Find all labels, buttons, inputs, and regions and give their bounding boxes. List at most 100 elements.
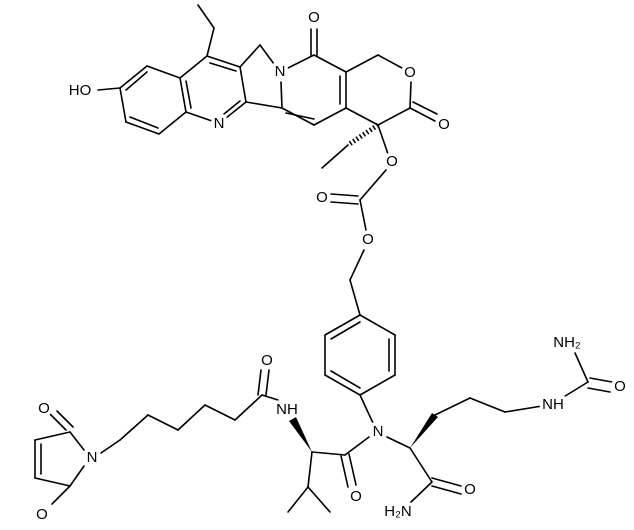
bond <box>345 54 379 73</box>
bond <box>179 77 187 113</box>
bond <box>49 413 67 431</box>
bond <box>504 405 543 413</box>
bond <box>386 436 411 449</box>
bond <box>434 397 471 416</box>
bond <box>330 201 359 205</box>
bond <box>409 481 433 504</box>
bond <box>69 431 85 451</box>
bond <box>359 314 396 336</box>
atom-label: N <box>373 423 384 440</box>
bond <box>359 169 387 201</box>
bond <box>324 374 361 396</box>
bond <box>280 81 283 109</box>
bond <box>223 100 241 115</box>
bond <box>431 477 462 487</box>
atom-label: H₂N <box>384 503 412 520</box>
bond <box>349 249 365 281</box>
atom-label: O <box>36 506 48 523</box>
bond <box>261 394 279 401</box>
bond <box>409 447 433 483</box>
bond <box>285 112 315 120</box>
bond <box>287 54 315 69</box>
bond <box>146 65 181 79</box>
bond <box>359 394 374 424</box>
bond <box>239 44 261 68</box>
bond <box>587 387 611 393</box>
bond <box>307 486 331 513</box>
atom-label: O <box>316 189 328 206</box>
bond <box>51 485 71 505</box>
atom-label: NH <box>542 396 564 413</box>
atom-label: O <box>438 116 450 133</box>
bond <box>469 397 506 413</box>
bond <box>574 352 589 383</box>
atom-label: O <box>614 378 626 395</box>
atom-label: NH <box>276 401 298 418</box>
atom-label: NH₂ <box>553 334 581 351</box>
atom-label: N <box>275 63 286 80</box>
bond <box>179 55 208 79</box>
bond <box>259 44 275 65</box>
bond <box>69 465 85 487</box>
atom-label: O <box>404 64 416 81</box>
bond <box>34 431 71 441</box>
bond <box>377 107 411 126</box>
bond <box>245 101 283 109</box>
bond <box>589 377 613 383</box>
bond <box>158 111 187 135</box>
bond <box>239 66 247 103</box>
atom-label: O <box>308 9 320 26</box>
bond <box>377 124 389 155</box>
bond <box>377 54 403 69</box>
bond <box>206 55 241 68</box>
bond <box>56 410 74 428</box>
bond <box>330 370 361 389</box>
bond <box>409 107 436 122</box>
atom-label: O <box>38 400 50 417</box>
atom-label: O <box>350 488 362 505</box>
bond <box>321 144 349 169</box>
bond <box>409 81 412 109</box>
wedge-bond <box>289 417 312 452</box>
atom-label: N <box>214 115 225 132</box>
bond <box>119 87 127 123</box>
bond <box>431 485 462 495</box>
bond <box>129 116 159 129</box>
bond <box>185 80 192 109</box>
atom-label: N <box>87 449 98 466</box>
bonds <box>34 4 613 513</box>
bond <box>265 369 270 396</box>
atom-labels: HO N N O O O O O O N NH₂ O NH H₂N O O NH… <box>33 5 630 526</box>
atom-label: O <box>386 153 398 170</box>
bond <box>177 404 206 431</box>
bond <box>234 394 263 421</box>
atom-label: O <box>362 231 374 248</box>
bond <box>313 107 347 126</box>
bond <box>185 111 213 122</box>
atom-label: O <box>464 481 476 498</box>
bond <box>206 27 215 57</box>
wedge-bond <box>410 413 438 448</box>
bond <box>313 54 347 73</box>
bond <box>344 436 370 456</box>
bond <box>147 414 179 431</box>
bond <box>257 369 262 396</box>
bond <box>281 107 315 126</box>
bond <box>345 107 379 126</box>
bond <box>340 455 349 488</box>
bond <box>561 381 589 399</box>
bond <box>359 199 367 231</box>
bond <box>330 321 361 340</box>
bond <box>412 101 438 115</box>
bond <box>204 404 236 421</box>
bond <box>125 121 160 135</box>
bond <box>119 65 148 89</box>
bond <box>330 193 359 197</box>
bond <box>287 486 309 513</box>
bond <box>209 62 237 72</box>
bond <box>97 87 121 91</box>
bond <box>197 4 215 29</box>
